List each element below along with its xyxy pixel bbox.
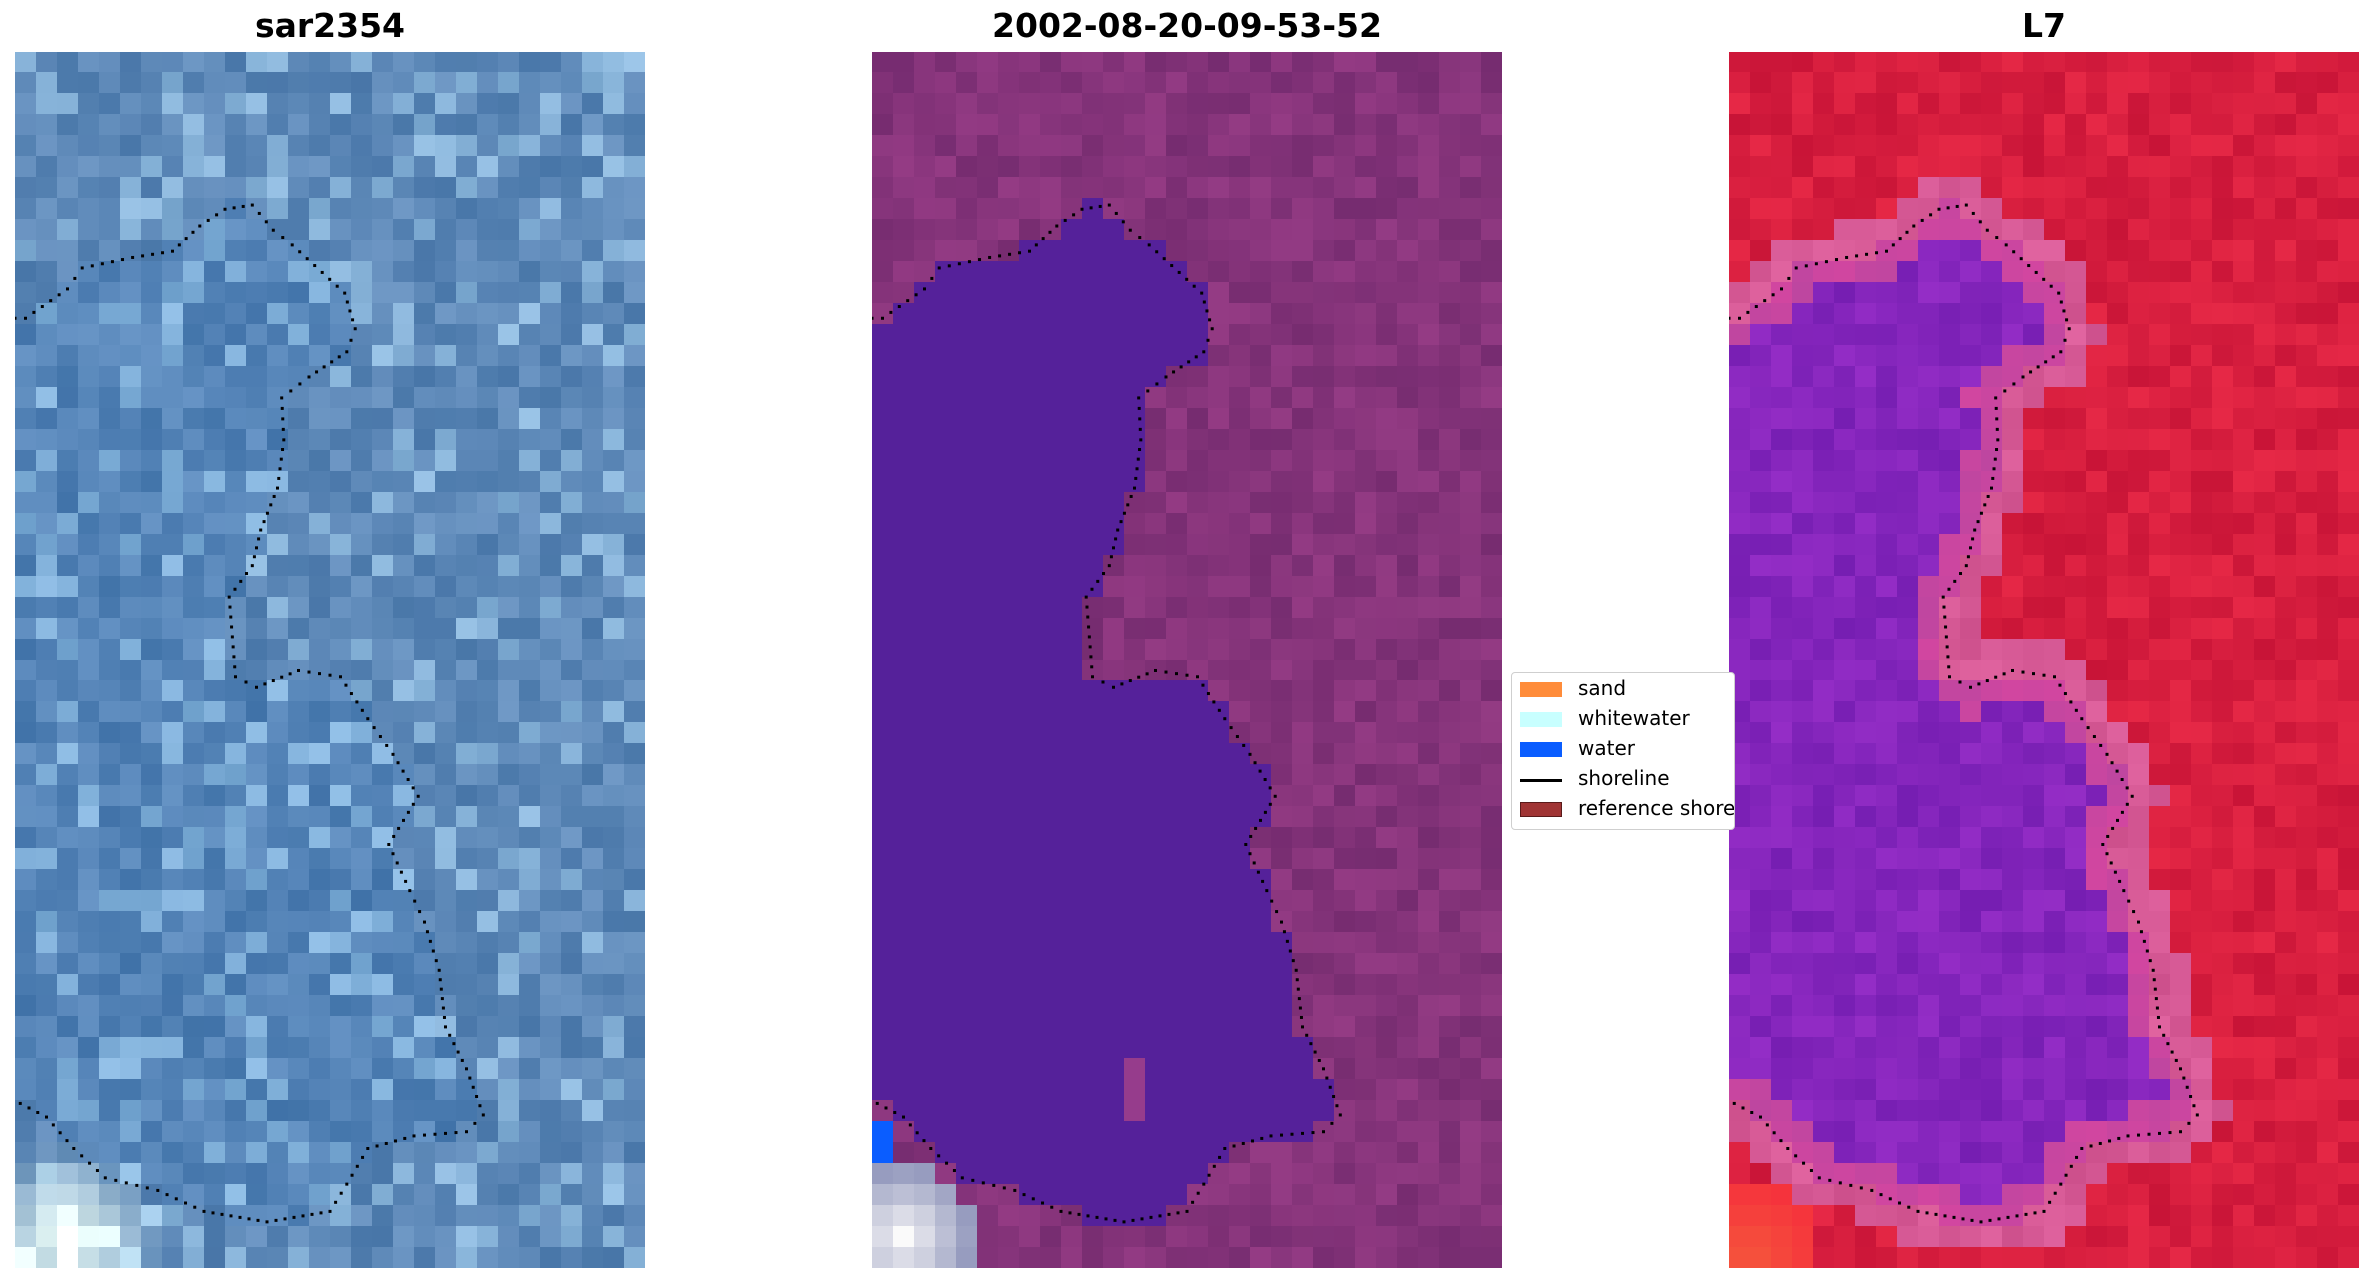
legend-item-whitewater: whitewater xyxy=(1512,705,1734,731)
classified-image xyxy=(872,52,1502,1268)
rgb-image-panel xyxy=(15,52,645,1268)
legend-label-whitewater: whitewater xyxy=(1578,706,1690,730)
classified-image-panel xyxy=(872,52,1502,1268)
legend-label-reference-shoreline: reference shoreline xyxy=(1578,796,1735,820)
legend-swatch-reference-shoreline xyxy=(1520,802,1562,817)
legend-label-sand: sand xyxy=(1578,676,1627,700)
legend-item-sand: sand xyxy=(1512,675,1734,701)
panel-title-index: L7 xyxy=(2022,6,2066,45)
panel-title-classified: 2002-08-20-09-53-52 xyxy=(992,6,1382,45)
legend-label-water: water xyxy=(1578,736,1635,760)
legend-item-shoreline: shoreline xyxy=(1512,765,1734,791)
index-image-panel xyxy=(1729,52,2359,1268)
rgb-image xyxy=(15,52,645,1268)
panel-title-rgb: sar2354 xyxy=(254,6,406,45)
legend: sand whitewater water shoreline referenc… xyxy=(1511,672,1735,830)
legend-line-shoreline xyxy=(1520,779,1562,782)
legend-item-reference-shoreline: reference shoreline xyxy=(1512,795,1735,821)
legend-swatch-sand xyxy=(1520,682,1562,697)
legend-label-shoreline: shoreline xyxy=(1578,766,1670,790)
legend-item-water: water xyxy=(1512,735,1734,761)
legend-swatch-water xyxy=(1520,742,1562,757)
legend-swatch-whitewater xyxy=(1520,712,1562,727)
index-image xyxy=(1729,52,2359,1268)
